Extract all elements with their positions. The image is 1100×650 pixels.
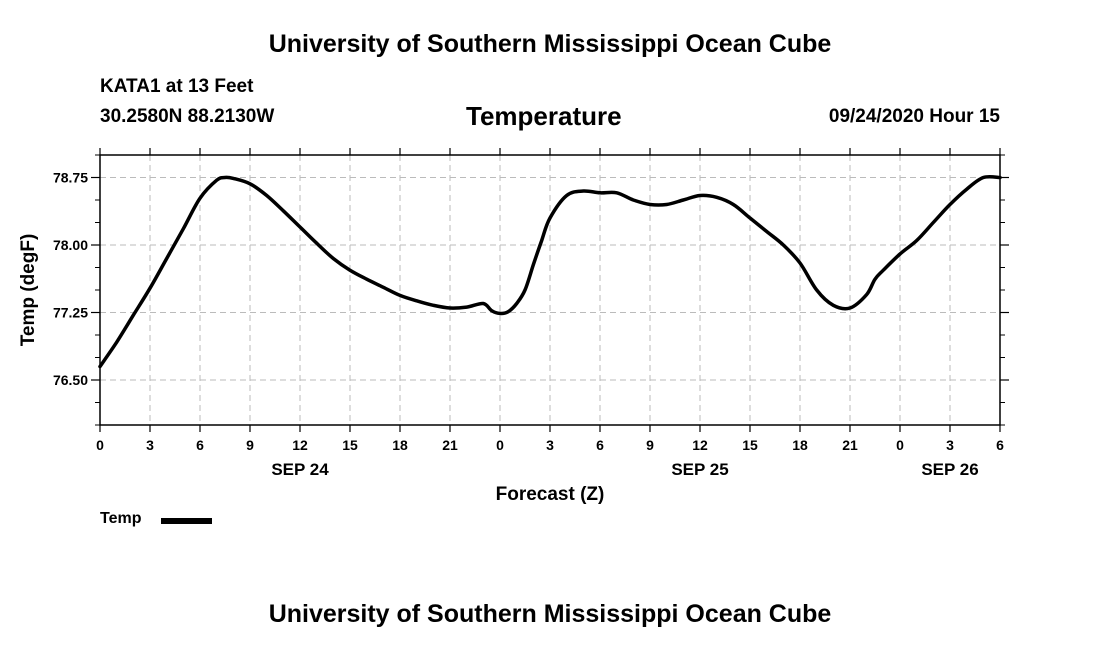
x-tick-label-15: 21 [842, 437, 858, 453]
page-title: University of Southern Mississippi Ocean… [268, 30, 832, 58]
x-tick-label-1: 3 [146, 437, 154, 453]
station-label: KATA1 at 13 Feet [100, 76, 254, 97]
x-tick-label-14: 18 [792, 437, 808, 453]
x-tick-label-5: 15 [342, 437, 358, 453]
x-tick-label-8: 0 [496, 437, 504, 453]
x-tick-label-0: 0 [96, 437, 104, 453]
plot-frame [99, 154, 1001, 426]
station-coordinates: 30.2580N 88.2130W [100, 106, 275, 127]
x-tick-label-10: 6 [596, 437, 604, 453]
x-tick-label-3: 9 [246, 437, 254, 453]
x-tick-label-16: 0 [896, 437, 904, 453]
date-label-2: SEP 26 [921, 460, 978, 479]
x-tick-label-13: 15 [742, 437, 758, 453]
x-tick-label-11: 9 [646, 437, 654, 453]
grid [100, 155, 1000, 425]
chart-title: Temperature [466, 101, 622, 131]
x-tick-label-4: 12 [292, 437, 308, 453]
y-tick-label-3: 78.75 [53, 170, 88, 186]
axis-labels: 0 3 6 9 12 15 18 21 0 3 6 9 12 15 18 21 0 3 6 76.50 77.25 78.… [18, 170, 1004, 506]
x-axis-title: Forecast (Z) [496, 484, 605, 505]
date-label-1: SEP 25 [671, 460, 728, 479]
y-tick-label-1: 77.25 [53, 305, 88, 321]
x-tick-label-17: 3 [946, 437, 954, 453]
issued-time: 09/24/2020 Hour 15 [828, 106, 1000, 127]
x-tick-label-7: 21 [442, 437, 458, 453]
x-tick-label-9: 3 [546, 437, 554, 453]
temp-series-line [98, 174, 1002, 369]
y-tick-label-2: 78.00 [53, 237, 88, 253]
x-tick-label-6: 18 [392, 437, 408, 453]
legend-label: Temp [100, 510, 142, 527]
date-label-0: SEP 24 [271, 460, 329, 479]
footer-title: University of Southern Mississippi Ocean… [268, 600, 832, 628]
legend-swatch [161, 518, 212, 524]
y-axis-title: Temp (degF) [18, 234, 39, 347]
x-tick-label-12: 12 [692, 437, 708, 453]
x-tick-label-18: 6 [996, 437, 1004, 453]
y-tick-label-0: 76.50 [53, 372, 88, 388]
x-tick-label-2: 6 [196, 437, 204, 453]
